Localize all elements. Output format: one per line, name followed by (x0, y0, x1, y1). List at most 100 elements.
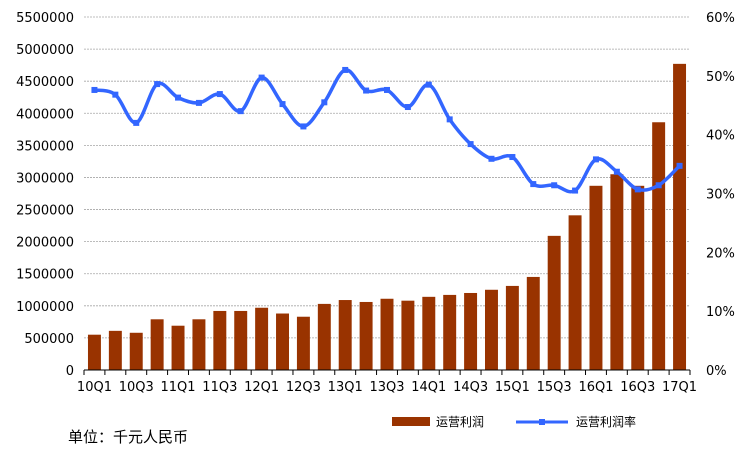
bar (150, 319, 164, 370)
line-marker (112, 91, 119, 98)
line-marker (237, 108, 244, 115)
legend-bar-swatch (392, 417, 430, 426)
line-marker (488, 155, 495, 162)
y-right-tick-label: 0% (706, 364, 727, 379)
x-tick-label: 12Q3 (286, 380, 321, 395)
x-tick-label: 10Q3 (119, 380, 154, 395)
legend-bar-label: 运营利润 (436, 415, 484, 429)
line-marker (530, 181, 537, 188)
line-marker (195, 99, 202, 106)
x-tick-label: 14Q1 (411, 380, 446, 395)
line-marker (551, 182, 558, 189)
bar (401, 300, 415, 370)
x-tick-label: 15Q3 (537, 380, 572, 395)
bar (673, 63, 687, 371)
bar (422, 296, 436, 370)
y-left-tick-label: 2000000 (16, 236, 74, 251)
axes (83, 369, 691, 375)
y-left-tick-label: 3500000 (16, 139, 74, 154)
line-marker (467, 141, 474, 148)
bar (652, 122, 666, 370)
bar (526, 276, 540, 370)
bar (234, 310, 248, 370)
y-right-tick-label: 40% (706, 129, 735, 144)
line-marker (404, 104, 411, 111)
line-marker (279, 101, 286, 108)
bar (255, 307, 269, 370)
bar (568, 215, 582, 370)
x-tick-label: 12Q1 (244, 380, 279, 395)
bar (338, 300, 352, 370)
x-tick-label: 13Q1 (328, 380, 363, 395)
bar (485, 289, 498, 370)
y-left-tick-label: 2500000 (16, 204, 74, 219)
bar (380, 298, 394, 370)
bar (610, 174, 624, 370)
y-right-tick-label: 50% (706, 70, 735, 85)
x-tick-label: 10Q1 (77, 380, 112, 395)
x-tick-label: 11Q1 (161, 380, 196, 395)
line-marker (572, 187, 579, 194)
bar (631, 185, 645, 370)
y-left-tick-label: 3000000 (16, 171, 74, 186)
line-marker (300, 123, 307, 130)
line-marker (133, 119, 140, 126)
x-tick-label: 17Q1 (662, 380, 697, 395)
x-tick-labels: 10Q1 10Q3 11Q1 11Q3 12Q1 12Q3 13Q1 13Q3 14Q1 14Q3… (77, 380, 697, 395)
y-left-tick-label: 1000000 (16, 300, 74, 315)
bar (192, 319, 206, 370)
y-left-tick-label: 5000000 (16, 43, 74, 58)
y-left-tick-label: 4500000 (16, 75, 74, 90)
bar (589, 185, 603, 370)
unit-note: 单位：千元人民币 (68, 428, 188, 446)
y-left-tick-label: 5500000 (16, 11, 74, 26)
grid-lines (84, 16, 690, 339)
line-series (91, 66, 683, 194)
line-marker (676, 162, 683, 169)
line-marker (384, 86, 390, 93)
y-right-tick-label: 30% (706, 188, 735, 203)
bar (443, 294, 457, 370)
x-tick-label: 16Q3 (620, 380, 655, 395)
y-left-tick-label: 500000 (24, 332, 74, 347)
y-right-tick-label: 60% (706, 11, 735, 26)
line-marker (258, 74, 265, 81)
bar (87, 334, 101, 370)
x-tick-label: 11Q3 (202, 380, 237, 395)
line-marker (216, 91, 223, 98)
x-tick-label: 15Q1 (495, 380, 530, 395)
y-left-tick-labels: 0 500000 1000000 1500000 2000000 2500000 30000… (16, 11, 74, 379)
line-marker (655, 182, 662, 189)
y-left-tick-label: 4000000 (16, 107, 74, 122)
y-right-tick-label: 10% (706, 305, 735, 320)
line-marker (321, 99, 328, 106)
bar (171, 325, 185, 370)
line-marker (342, 66, 349, 73)
y-right-tick-label: 20% (706, 246, 735, 261)
bar (296, 316, 310, 370)
bar (505, 285, 519, 370)
line-marker (613, 168, 620, 175)
y-left-tick-label: 0 (66, 364, 74, 379)
bar (276, 313, 289, 370)
legend: 运营利润 运营利润率 (392, 414, 636, 429)
line-marker (91, 86, 98, 93)
bar (129, 332, 143, 370)
x-tick-label: 14Q3 (453, 380, 488, 395)
line-marker (446, 116, 453, 123)
line-marker (509, 154, 516, 161)
y-right-tick-labels: 0% 10% 20% 30% 40% 50% 60% (706, 11, 735, 379)
bar (108, 330, 122, 370)
line-marker (634, 186, 641, 193)
x-tick-label: 13Q3 (369, 380, 404, 395)
bar (547, 235, 561, 370)
line-marker (425, 81, 432, 88)
bar (213, 310, 227, 370)
legend-line-label: 运营利润率 (576, 414, 636, 429)
y-left-tick-label: 1500000 (16, 268, 74, 283)
x-tick-label: 16Q1 (578, 380, 613, 395)
bar-series (87, 63, 687, 371)
bar (317, 303, 331, 370)
bar (359, 301, 373, 370)
